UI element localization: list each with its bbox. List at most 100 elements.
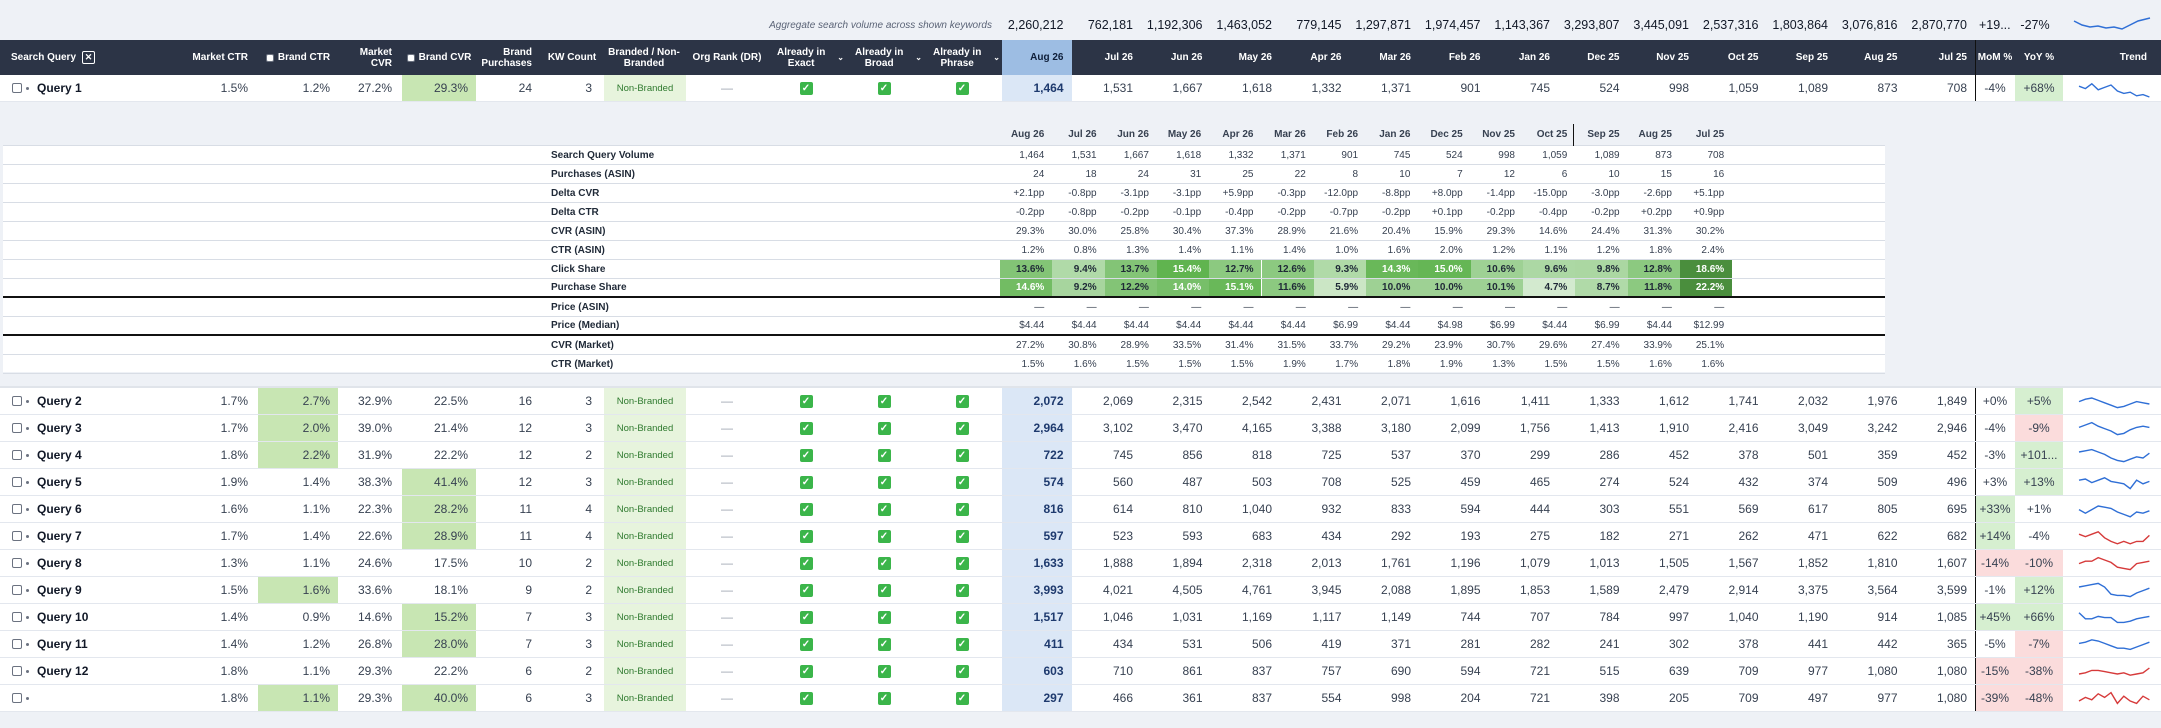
already-in-exact-cell[interactable]: ✓ [768, 496, 844, 522]
query-cell[interactable]: Query 11 [6, 631, 126, 657]
already-in-phrase-cell[interactable]: ✓ [924, 415, 1000, 441]
query-name[interactable]: Query 8 [37, 556, 82, 570]
checkmark-icon[interactable]: ✓ [955, 583, 969, 597]
already-in-broad-cell[interactable]: ✓ [846, 577, 922, 603]
header-brand-purchases[interactable]: Brand Purchases [481, 46, 532, 69]
expand-bullet-icon[interactable] [26, 426, 29, 430]
already-in-phrase-cell[interactable]: ✓ [924, 496, 1000, 522]
row-checkbox[interactable] [12, 477, 22, 487]
header-month[interactable]: Jul 25 [1938, 52, 1967, 63]
already-in-phrase-cell[interactable]: ✓ [924, 469, 1000, 495]
query-name[interactable]: Query 3 [37, 421, 82, 435]
query-name[interactable]: Query 6 [37, 502, 82, 516]
query-name[interactable]: Query 2 [37, 394, 82, 408]
row-checkbox[interactable] [12, 558, 22, 568]
already-in-phrase-cell[interactable]: ✓ [924, 631, 1000, 657]
checkmark-icon[interactable]: ✓ [877, 502, 891, 516]
checkmark-icon[interactable]: ✓ [877, 421, 891, 435]
checkmark-icon[interactable]: ✓ [799, 583, 813, 597]
checkmark-icon[interactable]: ✓ [799, 421, 813, 435]
checkmark-icon[interactable]: ✓ [799, 691, 813, 705]
query-cell[interactable]: Query 12 [6, 658, 126, 684]
already-in-exact-cell[interactable]: ✓ [768, 577, 844, 603]
header-already-exact[interactable]: Already in Exact ⌄ [768, 40, 844, 75]
row-checkbox[interactable] [12, 396, 22, 406]
already-in-exact-cell[interactable]: ✓ [768, 604, 844, 630]
query-name[interactable]: Query 4 [37, 448, 82, 462]
query-cell[interactable] [6, 685, 126, 711]
table-row[interactable]: Query 1 1.5% 1.2% 27.2% 29.3% 24 3 Non-Branded —… [0, 75, 2161, 102]
already-in-exact-cell[interactable]: ✓ [768, 442, 844, 468]
already-in-broad-cell[interactable]: ✓ [846, 496, 922, 522]
table-row[interactable]: Query 4 1.8% 2.2% 31.9% 22.2% 12 2 Non-Branded —… [0, 442, 2161, 469]
already-in-phrase-cell[interactable]: ✓ [924, 75, 1000, 101]
already-in-broad-cell[interactable]: ✓ [846, 550, 922, 576]
already-in-phrase-cell[interactable]: ✓ [924, 604, 1000, 630]
checkmark-icon[interactable]: ✓ [955, 529, 969, 543]
row-checkbox[interactable] [12, 585, 22, 595]
checkmark-icon[interactable]: ✓ [799, 394, 813, 408]
expand-bullet-icon[interactable] [26, 534, 29, 538]
checkmark-icon[interactable]: ✓ [799, 529, 813, 543]
checkmark-icon[interactable]: ✓ [877, 691, 891, 705]
checkmark-icon[interactable]: ✓ [955, 448, 969, 462]
already-in-phrase-cell[interactable]: ✓ [924, 442, 1000, 468]
query-name[interactable]: Query 5 [37, 475, 82, 489]
header-month[interactable]: Aug 26 [1002, 40, 1072, 75]
already-in-phrase-cell[interactable]: ✓ [924, 523, 1000, 549]
header-kw-count[interactable]: KW Count [547, 52, 597, 63]
clear-filter-icon[interactable]: ✕ [82, 51, 96, 64]
header-mom[interactable]: MoM % [1977, 52, 2013, 63]
checkmark-icon[interactable]: ✓ [799, 637, 813, 651]
checkmark-icon[interactable]: ✓ [877, 637, 891, 651]
expand-bullet-icon[interactable] [26, 696, 29, 700]
checkmark-icon[interactable]: ✓ [799, 664, 813, 678]
checkmark-icon[interactable]: ✓ [877, 448, 891, 462]
header-search-query[interactable]: Search Query ✕ [0, 40, 100, 75]
table-row[interactable]: 1.8% 1.1% 29.3% 40.0% 6 3 Non-Branded — ✓ ✓ ✓ 297 46… [0, 685, 2161, 712]
checkmark-icon[interactable]: ✓ [877, 556, 891, 570]
expand-bullet-icon[interactable] [26, 453, 29, 457]
query-cell[interactable]: Query 10 [6, 604, 126, 630]
query-name[interactable]: Query 12 [37, 664, 89, 678]
already-in-broad-cell[interactable]: ✓ [846, 604, 922, 630]
expand-bullet-icon[interactable] [26, 615, 29, 619]
expand-bullet-icon[interactable] [26, 480, 29, 484]
header-month[interactable]: Jul 26 [1104, 52, 1133, 63]
header-market-ctr[interactable]: Market CTR [192, 52, 248, 63]
already-in-exact-cell[interactable]: ✓ [768, 631, 844, 657]
query-name[interactable]: Query 9 [37, 583, 82, 597]
table-row[interactable]: Query 10 1.4% 0.9% 14.6% 15.2% 7 3 Non-Branded —… [0, 604, 2161, 631]
header-already-broad[interactable]: Already in Broad ⌄ [846, 40, 922, 75]
checkmark-icon[interactable]: ✓ [877, 81, 891, 95]
checkmark-icon[interactable]: ✓ [955, 637, 969, 651]
already-in-broad-cell[interactable]: ✓ [846, 523, 922, 549]
table-row[interactable]: Query 12 1.8% 1.1% 29.3% 22.2% 6 2 Non-Branded —… [0, 658, 2161, 685]
query-cell[interactable]: Query 1 [6, 75, 126, 101]
checkmark-icon[interactable]: ✓ [799, 502, 813, 516]
already-in-broad-cell[interactable]: ✓ [846, 685, 922, 711]
header-month[interactable]: Oct 25 [1727, 52, 1759, 63]
chevron-down-icon[interactable]: ⌄ [915, 53, 922, 62]
header-trend[interactable]: Trend [2119, 52, 2147, 63]
query-cell[interactable]: Query 9 [6, 577, 126, 603]
checkmark-icon[interactable]: ✓ [877, 583, 891, 597]
already-in-exact-cell[interactable]: ✓ [768, 523, 844, 549]
checkmark-icon[interactable]: ✓ [955, 421, 969, 435]
query-cell[interactable]: Query 5 [6, 469, 126, 495]
already-in-broad-cell[interactable]: ✓ [846, 75, 922, 101]
header-month[interactable]: Mar 26 [1379, 52, 1411, 63]
header-month[interactable]: Jun 26 [1170, 52, 1203, 63]
table-row[interactable]: Query 2 1.7% 2.7% 32.9% 22.5% 16 3 Non-Branded —… [0, 388, 2161, 415]
header-month[interactable]: Aug 25 [1864, 52, 1898, 63]
already-in-exact-cell[interactable]: ✓ [768, 685, 844, 711]
checkmark-icon[interactable]: ✓ [799, 448, 813, 462]
checkmark-icon[interactable]: ✓ [955, 81, 969, 95]
header-org-rank[interactable]: Org Rank (DR) [692, 52, 762, 63]
query-cell[interactable]: Query 2 [6, 388, 126, 414]
already-in-phrase-cell[interactable]: ✓ [924, 577, 1000, 603]
header-branded[interactable]: Branded / Non-Branded [608, 46, 680, 69]
row-checkbox[interactable] [12, 504, 22, 514]
already-in-phrase-cell[interactable]: ✓ [924, 685, 1000, 711]
already-in-phrase-cell[interactable]: ✓ [924, 658, 1000, 684]
